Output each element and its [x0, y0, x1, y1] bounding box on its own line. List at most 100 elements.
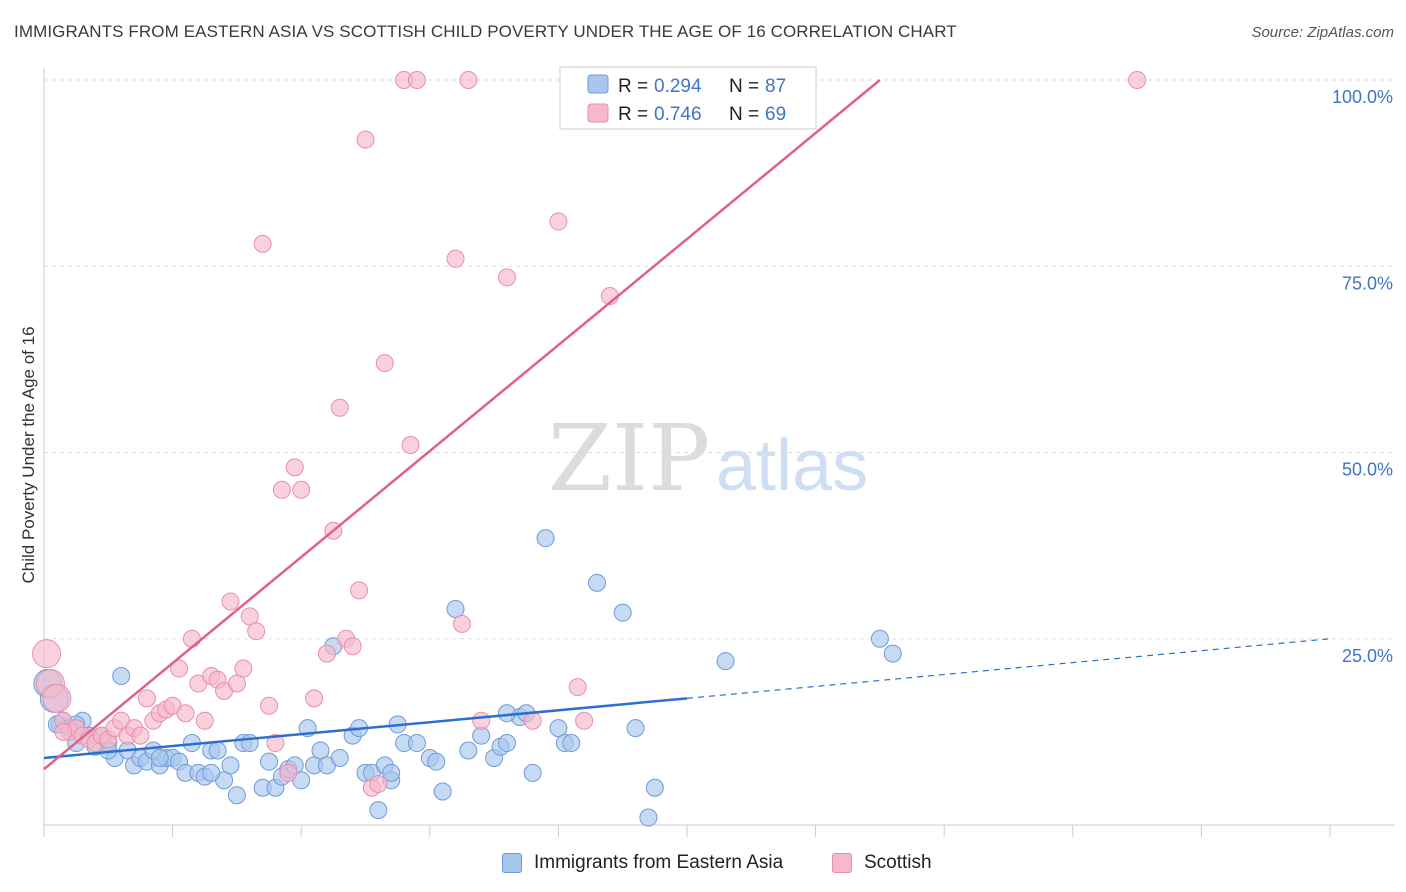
legend-n-label-1: N =: [729, 76, 759, 97]
data-point-eastern-asia: [870, 629, 889, 648]
data-point-scottish: [305, 689, 324, 708]
data-point-eastern-asia: [369, 801, 388, 820]
trend-line-scottish: [43, 79, 881, 771]
legend-swatch-blue: [587, 74, 609, 94]
data-point-eastern-asia: [330, 748, 349, 767]
chart-title: IMMIGRANTS FROM EASTERN ASIA VS SCOTTISH…: [14, 22, 957, 41]
data-point-eastern-asia: [311, 741, 330, 760]
data-point-scottish: [350, 581, 369, 600]
data-point-scottish: [446, 249, 465, 268]
data-point-scottish: [452, 614, 471, 633]
legend-n-value-1: 87: [765, 76, 786, 97]
data-point-eastern-asia: [433, 782, 452, 801]
data-point-eastern-asia: [536, 529, 555, 548]
data-point-eastern-asia: [459, 741, 478, 760]
data-point-scottish: [137, 689, 156, 708]
data-point-scottish: [221, 592, 240, 611]
legend-item-eastern-asia: Immigrants from Eastern Asia: [502, 852, 783, 874]
data-point-scottish: [234, 659, 253, 678]
data-point-eastern-asia: [562, 734, 581, 753]
data-point-scottish: [459, 71, 478, 89]
data-point-scottish: [369, 775, 388, 794]
legend-r-value-2: 0.746: [654, 104, 702, 125]
legend-swatch-pink: [587, 103, 609, 123]
tick-labels: 25.0%50.0%75.0%100.0%0.0%100.0%: [1332, 87, 1393, 666]
data-point-scottish: [253, 234, 272, 253]
data-point-scottish: [279, 763, 298, 782]
legend-top: R = 0.294 N = 87 R = 0.746 N = 69: [559, 66, 817, 130]
data-point-eastern-asia: [112, 667, 131, 685]
data-point-eastern-asia: [613, 603, 632, 622]
data-point-scottish: [176, 704, 195, 723]
legend-swatch-scottish: [832, 853, 852, 873]
legend-r-label-1: R =: [618, 76, 648, 97]
legend-item-scottish: Scottish: [832, 852, 932, 874]
data-point-scottish: [472, 711, 491, 730]
y-axis-title: Child Poverty Under the Age of 16: [19, 326, 38, 583]
series-immigrants-eastern-asia: [33, 529, 902, 827]
data-point-eastern-asia: [446, 599, 465, 618]
data-point-eastern-asia: [883, 644, 902, 663]
data-point-scottish: [266, 734, 285, 753]
data-point-eastern-asia: [227, 786, 246, 805]
legend-r-value-1: 0.294: [654, 76, 702, 97]
data-point-eastern-asia: [716, 652, 735, 671]
data-point-eastern-asia: [497, 734, 516, 753]
data-point-scottish: [523, 711, 542, 730]
y-tick-label: 25.0%: [1342, 646, 1393, 666]
legend-label-scottish: Scottish: [864, 852, 932, 873]
data-point-scottish: [575, 711, 594, 730]
y-tick-label: 100.0%: [1332, 87, 1393, 107]
data-point-scottish: [170, 659, 189, 678]
data-point-scottish: [568, 678, 587, 697]
legend-swatch-eastern-asia: [502, 853, 522, 873]
series-scottish: [32, 71, 1147, 797]
data-point-scottish: [375, 354, 394, 373]
y-tick-label: 75.0%: [1342, 273, 1393, 293]
data-point-scottish: [343, 637, 362, 656]
data-point-scottish: [42, 683, 72, 713]
data-point-eastern-asia: [645, 778, 664, 797]
data-point-scottish: [356, 130, 375, 149]
legend-n-label-2: N =: [729, 104, 759, 125]
data-point-eastern-asia: [260, 752, 279, 771]
data-point-scottish: [401, 436, 420, 455]
data-point-eastern-asia: [523, 763, 542, 782]
data-point-scottish: [131, 726, 150, 745]
trend-line-eastern-asia-extended: [686, 638, 1331, 699]
data-point-scottish: [260, 696, 279, 715]
data-point-eastern-asia: [208, 741, 227, 760]
watermark-zip: ZIP: [548, 405, 710, 512]
data-point-eastern-asia: [150, 748, 169, 767]
data-point-eastern-asia: [639, 808, 658, 827]
trend-line-eastern-asia: [43, 697, 688, 760]
scatter-chart: ZIP atlas 25.0%50.0%75.0%100.0%0.0%100.0…: [19, 66, 1395, 837]
data-point-scottish: [317, 644, 336, 663]
legend-bottom: Immigrants from Eastern Asia Scottish: [0, 850, 1406, 880]
data-point-scottish: [195, 711, 214, 730]
data-point-eastern-asia: [382, 763, 401, 782]
data-point-scottish: [497, 268, 516, 287]
data-point-scottish: [227, 674, 246, 693]
data-point-scottish: [1128, 71, 1147, 89]
data-point-scottish: [182, 629, 201, 648]
data-point-scottish: [272, 480, 291, 499]
data-point-scottish: [32, 639, 62, 669]
data-point-eastern-asia: [407, 734, 426, 753]
data-point-scottish: [285, 458, 304, 477]
legend-r-label-2: R =: [618, 104, 648, 125]
y-tick-label: 50.0%: [1342, 460, 1393, 480]
data-point-scottish: [407, 71, 426, 89]
data-point-eastern-asia: [587, 573, 606, 592]
data-point-scottish: [549, 212, 568, 231]
data-point-eastern-asia: [427, 752, 446, 771]
watermark-atlas: atlas: [716, 426, 868, 506]
data-point-scottish: [247, 622, 266, 641]
data-point-scottish: [240, 607, 259, 626]
legend-n-value-2: 69: [765, 104, 786, 125]
data-point-scottish: [330, 398, 349, 417]
data-point-eastern-asia: [221, 756, 240, 775]
legend-label-eastern-asia: Immigrants from Eastern Asia: [534, 852, 784, 873]
trend-lines: [43, 79, 1331, 771]
data-point-scottish: [54, 722, 73, 741]
